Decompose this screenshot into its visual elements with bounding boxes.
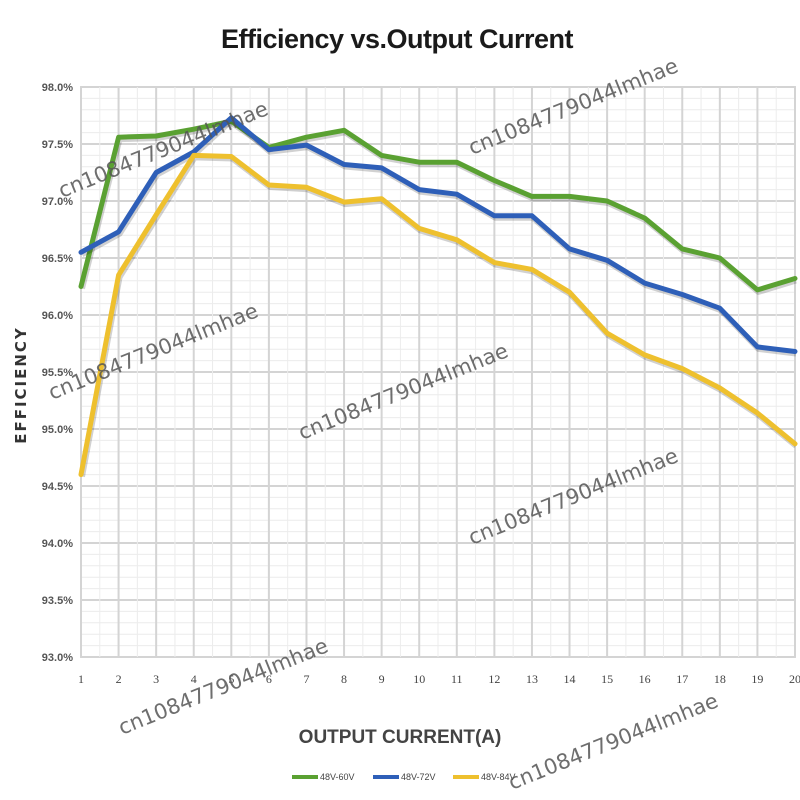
y-tick-label: 94.5% xyxy=(42,481,73,493)
x-axis-label: OUTPUT CURRENT(A) xyxy=(299,727,502,748)
x-tick-label: 10 xyxy=(413,672,425,686)
legend-label: 48V-60V xyxy=(320,772,355,782)
x-tick-label: 16 xyxy=(639,672,651,686)
y-axis-label: EFFICIENCY xyxy=(12,326,30,444)
x-axis-ticks: 1 2 3 4 5 6 7 8 9 10 11 12 13 14 15 16 17 18 19 20 xyxy=(78,672,800,686)
x-tick-label: 15 xyxy=(601,672,613,686)
x-tick-label: 2 xyxy=(116,672,122,686)
legend-label: 48V-72V xyxy=(401,772,436,782)
x-tick-label: 17 xyxy=(676,672,688,686)
chart-title: Efficiency vs.Output Current xyxy=(221,24,574,54)
y-tick-label: 95.0% xyxy=(42,424,73,436)
y-tick-label: 94.0% xyxy=(42,538,73,550)
x-tick-label: 3 xyxy=(153,672,159,686)
x-tick-label: 11 xyxy=(451,672,463,686)
legend: 48V-60V 48V-72V 48V-84V xyxy=(292,772,516,782)
x-tick-label: 19 xyxy=(751,672,763,686)
x-tick-label: 20 xyxy=(789,672,800,686)
y-tick-label: 98.0% xyxy=(42,82,73,94)
x-tick-label: 18 xyxy=(714,672,726,686)
y-tick-label: 93.5% xyxy=(42,595,73,607)
x-tick-label: 12 xyxy=(488,672,500,686)
x-tick-label: 14 xyxy=(564,672,576,686)
x-tick-label: 7 xyxy=(303,672,309,686)
x-tick-label: 1 xyxy=(78,672,84,686)
x-tick-label: 9 xyxy=(379,672,385,686)
y-tick-label: 93.0% xyxy=(42,652,73,664)
watermark-text: cn1084779044lmhae xyxy=(505,689,722,795)
x-tick-label: 8 xyxy=(341,672,347,686)
x-tick-label: 13 xyxy=(526,672,538,686)
y-tick-label: 96.5% xyxy=(42,253,73,265)
y-tick-label: 97.5% xyxy=(42,139,73,151)
y-tick-label: 96.0% xyxy=(42,310,73,322)
